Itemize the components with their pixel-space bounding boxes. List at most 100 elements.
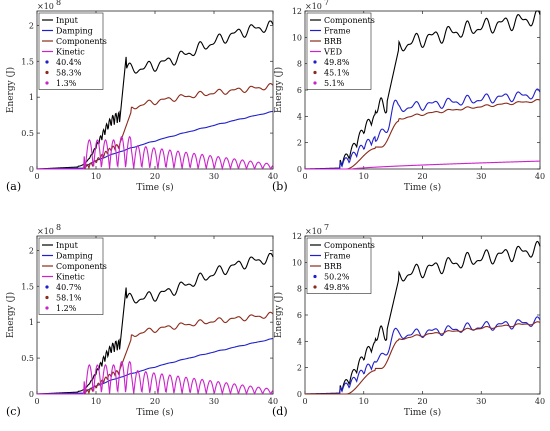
legend-marker xyxy=(313,274,317,279)
x-tick-label: 20 xyxy=(150,397,160,406)
x-tick-label: 30 xyxy=(209,397,219,406)
y-tick-label: 10 xyxy=(292,33,302,42)
panel-label: (c) xyxy=(6,405,21,418)
series-line-components xyxy=(37,311,274,395)
legend-marker xyxy=(45,295,49,300)
legend-percentage: 49.8% xyxy=(324,283,350,292)
y-exponent-label: ×10 xyxy=(37,227,54,236)
x-tick-label: 10 xyxy=(91,397,101,406)
series-line-input xyxy=(36,20,274,170)
y-axis-label: Energy (J) xyxy=(273,67,284,113)
legend-percentage: 1.2% xyxy=(56,304,77,313)
x-axis-label: Time (s) xyxy=(404,182,441,193)
y-tick-label: 12 xyxy=(292,232,302,241)
x-tick-label: 40 xyxy=(535,397,545,406)
series-line-damping xyxy=(36,338,274,395)
x-tick-label: 30 xyxy=(209,172,219,181)
legend-entry: Components xyxy=(56,37,107,46)
panel-label: (b) xyxy=(272,180,288,193)
y-tick-label: 0 xyxy=(29,165,34,174)
legend-percentage: 1.3% xyxy=(56,79,77,88)
x-tick-label: 0 xyxy=(302,172,307,181)
legend-entry: Input xyxy=(56,241,79,250)
legend-entry: Components xyxy=(324,241,375,250)
x-tick-label: 10 xyxy=(359,397,369,406)
chart-panel-2: 0 10 20 30 40 0 2 4 6 8 10 12×10 7 Time (s) Energy (J)… xyxy=(272,0,545,193)
y-tick-label: 12 xyxy=(292,7,302,16)
legend-percentage: 40.7% xyxy=(56,283,82,292)
y-tick-label: 1.5 xyxy=(21,57,34,66)
chart-panel-1: 0 10 20 30 40 0 0.5 1 1.5 2 ×10 8 Time (s) Energy (J)… xyxy=(5,0,278,193)
legend-entry: Input xyxy=(56,16,79,25)
x-tick-label: 0 xyxy=(302,397,307,406)
y-tick-label: 0.5 xyxy=(21,129,34,138)
legend-marker xyxy=(313,70,317,75)
y-tick-label: 0 xyxy=(297,390,302,399)
x-tick-label: 20 xyxy=(417,172,427,181)
y-exponent-label: ×10 xyxy=(305,2,322,11)
legend-percentage: 58.3% xyxy=(56,69,82,78)
chart-panel-3: 0 10 20 30 40 0 0.5 1 1.5 2 ×10 8 Time (s) Energy (J)… xyxy=(5,223,278,418)
series-line-damping xyxy=(36,110,274,170)
y-tick-label: 0.5 xyxy=(21,354,34,363)
legend-percentage: 50.2% xyxy=(324,273,350,282)
series-line-components xyxy=(304,240,541,395)
y-tick-label: 2 xyxy=(297,139,302,148)
legend-entry: Kinetic xyxy=(56,48,85,57)
x-tick-label: 30 xyxy=(476,172,486,181)
x-tick-label: 10 xyxy=(359,172,369,181)
y-exponent-power: 8 xyxy=(56,0,61,7)
y-tick-label: 2 xyxy=(297,364,302,373)
legend-marker xyxy=(313,285,317,289)
y-tick-label: 1.5 xyxy=(21,282,34,291)
legend-marker xyxy=(45,70,49,75)
y-tick-label: 1 xyxy=(29,93,34,102)
y-tick-label: 6 xyxy=(297,86,302,95)
y-tick-label: 0 xyxy=(297,165,302,174)
y-axis-label: Energy (J) xyxy=(5,67,16,113)
x-tick-label: 40 xyxy=(535,172,545,181)
series-line-brb xyxy=(305,321,541,395)
legend-marker xyxy=(45,60,49,64)
x-tick-label: 0 xyxy=(34,172,39,181)
x-tick-label: 20 xyxy=(417,397,427,406)
legend-marker xyxy=(45,306,49,310)
y-exponent-label: ×10 xyxy=(37,2,54,11)
legend-percentage: 40.4% xyxy=(56,58,82,67)
series-line-frame xyxy=(304,88,541,170)
y-tick-label: 4 xyxy=(297,337,302,346)
y-tick-label: 8 xyxy=(297,285,302,294)
legend-entry: Damping xyxy=(56,252,93,261)
y-axis-label: Energy (J) xyxy=(5,292,16,338)
x-tick-label: 10 xyxy=(91,172,101,181)
legend-entry: BRB xyxy=(324,37,342,46)
y-tick-label: 1 xyxy=(29,318,34,327)
y-tick-label: 2 xyxy=(29,21,34,30)
panel-label: (d) xyxy=(272,405,288,418)
legend-marker xyxy=(313,60,317,64)
x-tick-label: 20 xyxy=(150,172,160,181)
series-line-kinetic xyxy=(37,360,274,396)
legend-entry: Frame xyxy=(324,27,351,36)
series-line-frame xyxy=(304,316,541,395)
series-line-components xyxy=(37,83,274,170)
series-line-kinetic xyxy=(37,135,274,171)
x-tick-label: 40 xyxy=(268,397,278,406)
x-axis-label: Time (s) xyxy=(136,182,173,193)
y-tick-label: 10 xyxy=(292,258,302,267)
y-exponent-power: 7 xyxy=(324,0,329,7)
legend-percentage: 58.1% xyxy=(56,294,82,303)
panel-label: (a) xyxy=(6,180,21,193)
y-axis-label: Energy (J) xyxy=(273,292,284,338)
series-line-ved xyxy=(305,160,541,170)
series-line-components xyxy=(304,10,541,170)
y-exponent-power: 7 xyxy=(324,223,329,232)
legend-percentage: 45.1% xyxy=(324,69,350,78)
legend-entry: Frame xyxy=(324,252,351,261)
legend-entry: Damping xyxy=(56,27,93,36)
legend-entry: BRB xyxy=(324,262,342,271)
y-exponent-label: ×10 xyxy=(305,227,322,236)
x-axis-label: Time (s) xyxy=(404,407,441,418)
y-tick-label: 0 xyxy=(29,390,34,399)
